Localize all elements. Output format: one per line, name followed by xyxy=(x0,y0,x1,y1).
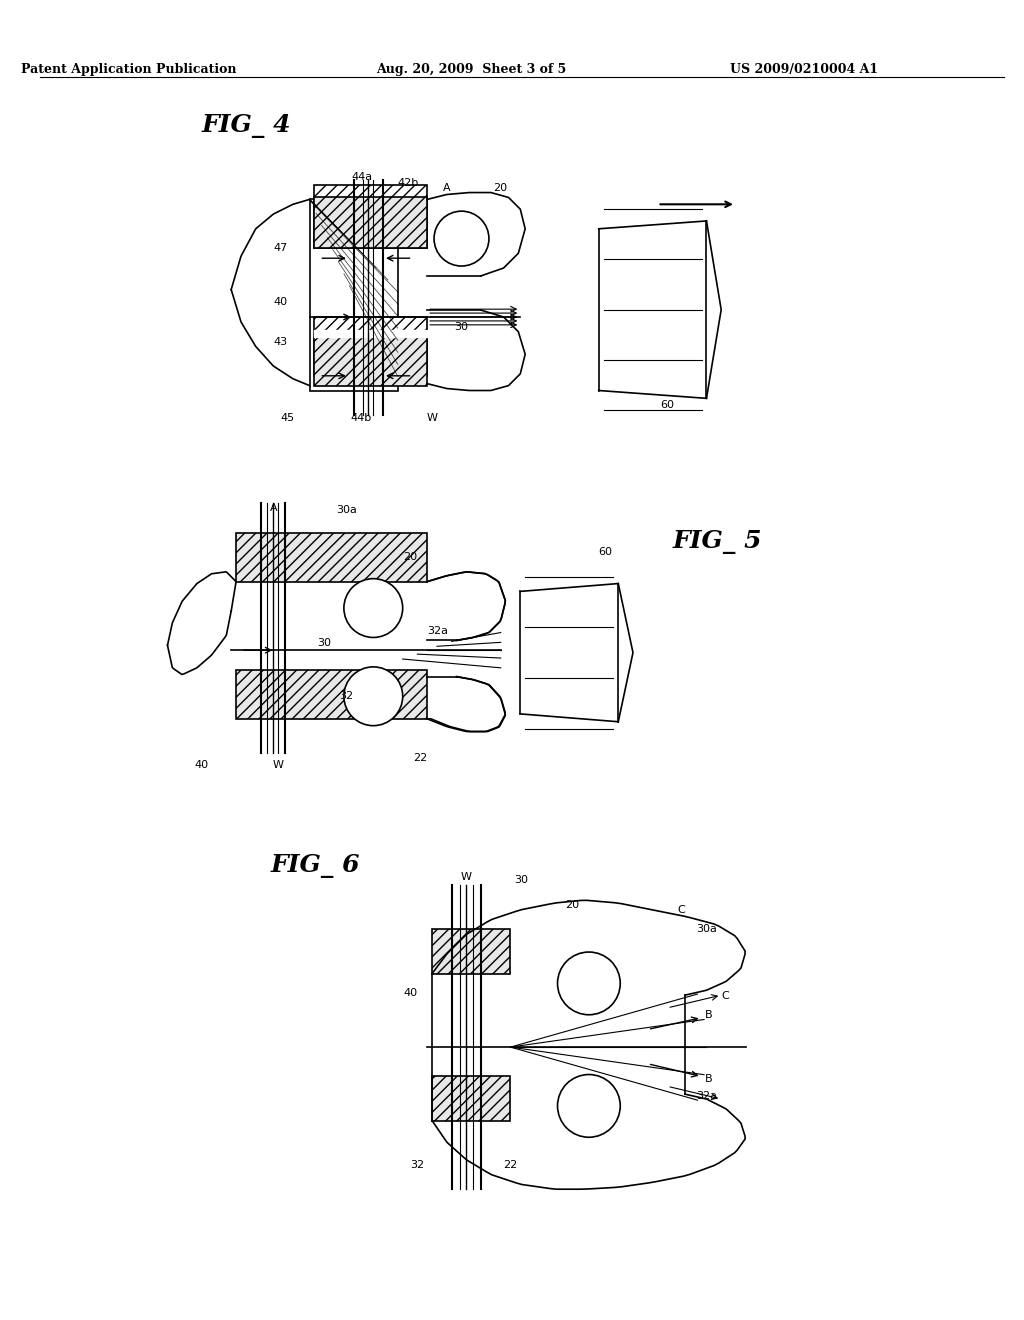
Text: FIG_ 5: FIG_ 5 xyxy=(672,531,762,554)
Text: US 2009/0210004 A1: US 2009/0210004 A1 xyxy=(730,62,879,75)
Bar xyxy=(309,199,397,391)
Bar xyxy=(237,532,427,582)
Text: 20: 20 xyxy=(494,182,508,193)
Bar xyxy=(237,669,427,719)
Text: 32a: 32a xyxy=(427,626,449,636)
Text: 40: 40 xyxy=(403,989,418,998)
Text: Patent Application Publication: Patent Application Publication xyxy=(20,62,237,75)
Bar xyxy=(314,317,427,376)
Text: 40: 40 xyxy=(195,760,209,770)
Text: 30: 30 xyxy=(514,875,528,886)
Text: 30: 30 xyxy=(317,639,332,648)
Text: FIG_ 4: FIG_ 4 xyxy=(202,114,291,137)
Text: 60: 60 xyxy=(660,400,674,411)
Bar xyxy=(314,198,427,248)
Circle shape xyxy=(557,1074,621,1138)
Circle shape xyxy=(434,211,488,267)
Text: 32: 32 xyxy=(411,1160,424,1170)
Text: 42b: 42b xyxy=(397,178,418,187)
Bar xyxy=(314,335,427,385)
Text: 30a: 30a xyxy=(696,924,718,935)
Text: C: C xyxy=(677,906,685,915)
Text: 60: 60 xyxy=(599,548,612,557)
Text: 40: 40 xyxy=(273,297,288,308)
Text: 45: 45 xyxy=(281,413,295,422)
Text: 44a: 44a xyxy=(351,172,372,182)
Text: C: C xyxy=(721,991,729,1001)
Text: 32a: 32a xyxy=(696,1092,718,1101)
Text: 44b: 44b xyxy=(351,413,372,422)
Text: 22: 22 xyxy=(504,1160,517,1170)
Circle shape xyxy=(344,578,402,638)
Bar xyxy=(432,1077,511,1121)
Text: FIG_ 6: FIG_ 6 xyxy=(270,854,359,878)
Text: 30: 30 xyxy=(455,322,469,331)
Circle shape xyxy=(557,952,621,1015)
Text: A: A xyxy=(269,503,278,513)
Text: 20: 20 xyxy=(402,552,417,562)
Text: 47: 47 xyxy=(273,243,288,253)
Text: 30a: 30a xyxy=(337,506,357,515)
Text: 32: 32 xyxy=(340,692,353,701)
Bar xyxy=(314,185,427,248)
Text: W: W xyxy=(272,760,284,770)
Text: 43: 43 xyxy=(273,337,288,347)
Text: W: W xyxy=(427,413,437,422)
Text: A: A xyxy=(443,182,451,193)
Text: B: B xyxy=(705,1010,712,1020)
Text: 22: 22 xyxy=(414,754,427,763)
Text: B: B xyxy=(705,1074,712,1085)
Circle shape xyxy=(344,667,402,726)
Text: Aug. 20, 2009  Sheet 3 of 5: Aug. 20, 2009 Sheet 3 of 5 xyxy=(376,62,566,75)
Text: W: W xyxy=(461,873,472,883)
Text: 20: 20 xyxy=(565,900,580,909)
Bar xyxy=(432,929,511,974)
